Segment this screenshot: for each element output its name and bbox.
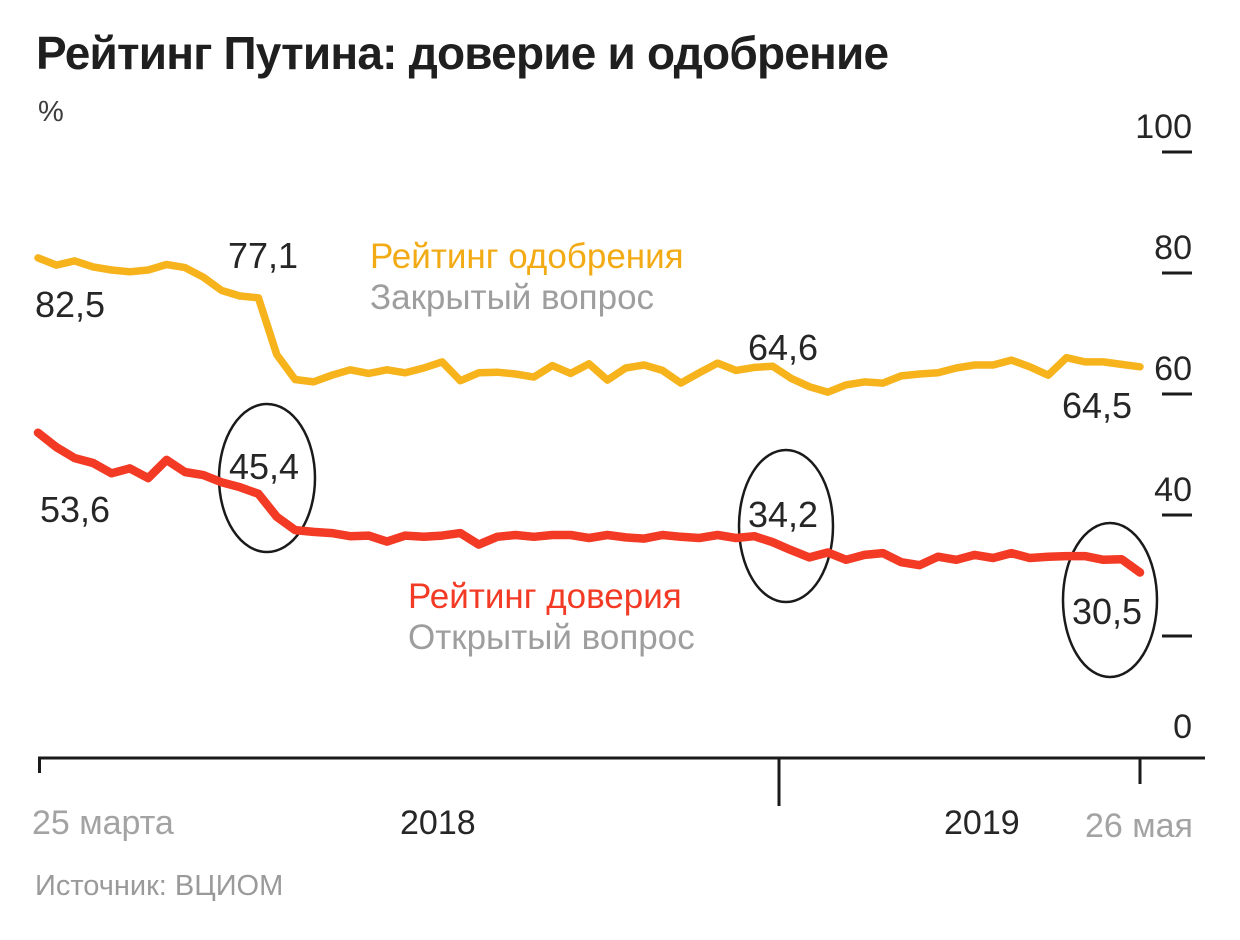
y-axis-label-80: 80 [1154, 229, 1192, 267]
legend-trust: Рейтинг доверия Открытый вопрос [408, 576, 695, 658]
y-axis-label-0: 0 [1173, 708, 1192, 746]
chart-title: Рейтинг Путина: доверие и одобрение [36, 27, 889, 79]
value-label-82,5: 82,5 [35, 284, 106, 325]
highlight-ellipse-30,5 [1061, 521, 1159, 679]
unit-label: % [38, 96, 64, 128]
y-axis-label-40: 40 [1154, 471, 1192, 509]
value-label-34,2: 34,2 [748, 494, 819, 535]
series-line-0 [34, 254, 1144, 396]
legend-trust-subtext: Открытый вопрос [408, 618, 695, 657]
legend-trust-name: Рейтинг доверия [408, 577, 682, 616]
legend-approval: Рейтинг одобрения Закрытый вопрос [370, 236, 684, 318]
value-label-77,1: 77,1 [228, 235, 299, 276]
value-label-45,4: 45,4 [229, 446, 300, 487]
source-note: Источник: ВЦИОМ [35, 870, 284, 902]
value-label-30,5: 30,5 [1072, 591, 1143, 632]
y-axis-label-60: 60 [1154, 350, 1192, 388]
x-axis-label-start: 25 марта [32, 804, 174, 842]
series-line-1 [33, 428, 1145, 577]
x-axis-label-end: 26 мая [1085, 807, 1193, 845]
legend-approval-subtext: Закрытый вопрос [370, 278, 655, 317]
value-label-53,6: 53,6 [40, 489, 111, 530]
y-axis-label-100: 100 [1135, 108, 1192, 146]
x-axis-label-2019: 2019 [944, 804, 1020, 842]
value-label-64,5: 64,5 [1062, 385, 1133, 426]
legend-approval-name: Рейтинг одобрения [370, 237, 684, 276]
highlight-ellipse-34,2 [737, 448, 835, 604]
value-label-64,6: 64,6 [748, 327, 819, 368]
x-axis-label-2018: 2018 [400, 804, 476, 842]
